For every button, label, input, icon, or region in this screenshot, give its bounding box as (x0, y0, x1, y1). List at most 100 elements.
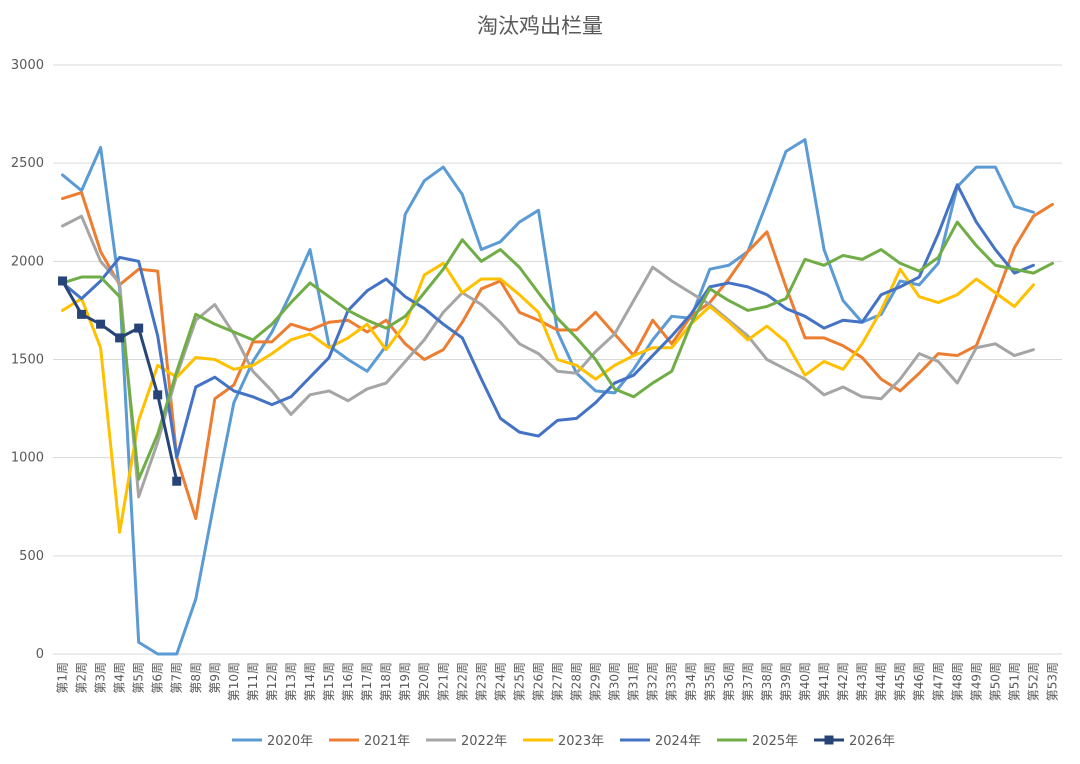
x-tick-label: 第25周 (512, 662, 526, 701)
x-tick-label: 第35周 (703, 662, 717, 701)
x-tick-label: 第16周 (341, 662, 355, 701)
data-point (115, 333, 125, 343)
legend-label: 2022年 (461, 734, 507, 749)
series-2020年 (61, 138, 1035, 656)
x-tick-label: 第3周 (94, 662, 108, 694)
data-point (77, 309, 87, 319)
x-tick-label: 第24周 (493, 662, 507, 701)
y-tick-label: 1000 (11, 451, 44, 466)
x-tick-label: 第47周 (931, 662, 945, 701)
x-tick-label: 第17周 (360, 662, 374, 701)
data-point (58, 276, 68, 286)
legend-label: 2023年 (558, 734, 604, 749)
x-tick-label: 第6周 (151, 662, 165, 694)
legend-label: 2024年 (655, 734, 701, 749)
series-2025年 (61, 220, 1054, 481)
y-tick-label: 2000 (11, 254, 44, 269)
x-tick-label: 第23周 (474, 662, 488, 701)
x-tick-label: 第2周 (75, 662, 89, 694)
series-lines (58, 138, 1054, 656)
x-tick-label: 第5周 (132, 662, 146, 694)
legend-item: 2021年 (329, 734, 410, 749)
x-tick-label: 第9周 (208, 662, 222, 694)
x-tick-label: 第4周 (113, 662, 127, 694)
series-line (61, 138, 1035, 656)
series-2024年 (61, 183, 1035, 460)
chart-title: 淘汰鸡出栏量 (477, 14, 603, 38)
x-tick-label: 第49周 (969, 662, 983, 701)
x-tick-label: 第46周 (912, 662, 926, 701)
x-tick-label: 第51周 (1007, 662, 1021, 701)
legend-label: 2026年 (849, 734, 895, 749)
x-tick-label: 第48周 (950, 662, 964, 701)
y-tick-label: 1500 (11, 353, 44, 368)
x-tick-label: 第39周 (779, 662, 793, 701)
x-tick-label: 第44周 (874, 662, 888, 701)
data-point (96, 319, 106, 329)
series-line (61, 183, 1035, 460)
x-tick-label: 第7周 (170, 662, 184, 694)
x-tick-label: 第52周 (1026, 662, 1040, 701)
series-2023年 (61, 261, 1035, 534)
y-tick-label: 0 (36, 647, 44, 662)
legend-item: 2023年 (523, 734, 604, 749)
x-tick-label: 第43周 (855, 662, 869, 701)
x-tick-label: 第29周 (589, 662, 603, 701)
x-tick-label: 第21周 (436, 662, 450, 701)
x-tick-label: 第11周 (246, 662, 260, 701)
legend-item: 2020年 (232, 734, 313, 749)
x-tick-label: 第36周 (722, 662, 736, 701)
x-tick-label: 第41周 (817, 662, 831, 701)
series-2026年 (58, 276, 182, 486)
x-tick-label: 第15周 (322, 662, 336, 701)
x-tick-label: 第13周 (284, 662, 298, 701)
x-tick-label: 第10周 (227, 662, 241, 701)
series-2021年 (61, 191, 1054, 521)
x-tick-label: 第19周 (398, 662, 412, 701)
x-tick-label: 第27周 (551, 662, 565, 701)
data-point (172, 476, 182, 486)
x-tick-label: 第28周 (570, 662, 584, 701)
y-tick-label: 2500 (11, 156, 44, 171)
x-tick-label: 第53周 (1045, 662, 1059, 701)
legend-item: 2025年 (717, 734, 798, 749)
x-tick-label: 第22周 (455, 662, 469, 701)
x-tick-label: 第33周 (665, 662, 679, 701)
series-line (61, 191, 1054, 521)
x-tick-label: 第26周 (531, 662, 545, 701)
legend-label: 2020年 (267, 734, 313, 749)
gridlines (53, 64, 1062, 655)
x-tick-label: 第32周 (646, 662, 660, 701)
x-tick-label: 第50周 (988, 662, 1002, 701)
series-line (61, 214, 1035, 499)
y-axis-ticks: 0 500 1000 1500 2000 2500 3000 (11, 58, 44, 662)
x-tick-label: 第14周 (303, 662, 317, 701)
legend: 2020年 2021年 2022年 2023年 2024年 2025年 2026年 (232, 734, 895, 749)
legend-item: 2022年 (426, 734, 507, 749)
x-tick-label: 第45周 (893, 662, 907, 701)
x-tick-label: 第8周 (189, 662, 203, 694)
x-tick-label: 第30周 (608, 662, 622, 701)
x-tick-label: 第12周 (265, 662, 279, 701)
series-line (61, 220, 1054, 481)
x-tick-label: 第31周 (627, 662, 641, 701)
legend-label: 2025年 (752, 734, 798, 749)
x-tick-label: 第34周 (684, 662, 698, 701)
series-line (61, 261, 1035, 534)
legend-marker (824, 735, 834, 745)
data-point (153, 390, 163, 400)
y-tick-label: 3000 (11, 58, 44, 73)
x-tick-label: 第18周 (379, 662, 393, 701)
x-tick-label: 第20周 (417, 662, 431, 701)
x-tick-label: 第38周 (760, 662, 774, 701)
data-point (134, 323, 144, 333)
legend-item: 2024年 (620, 734, 701, 749)
x-tick-label: 第40周 (798, 662, 812, 701)
x-tick-label: 第1周 (56, 662, 70, 694)
series-2022年 (61, 214, 1035, 499)
legend-item: 2026年 (814, 734, 895, 749)
x-tick-label: 第42周 (836, 662, 850, 701)
y-tick-label: 500 (19, 549, 44, 564)
